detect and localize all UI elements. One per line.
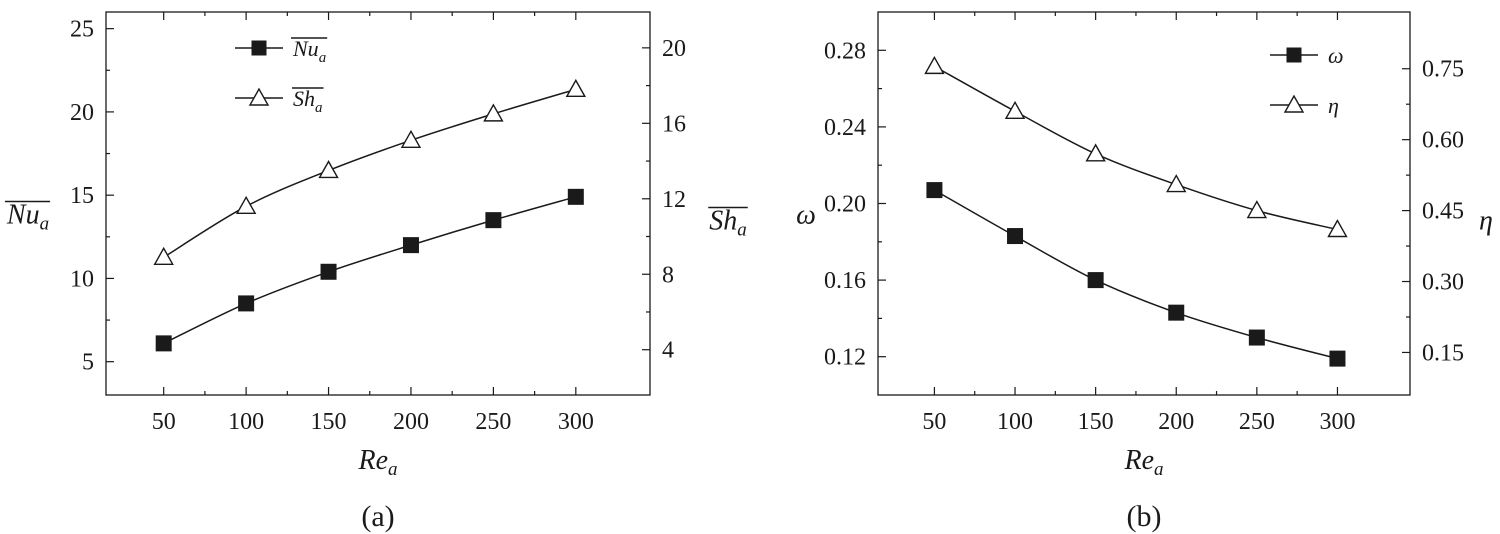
series-line-1 bbox=[934, 65, 1338, 231]
legend-marker-square bbox=[1286, 47, 1302, 63]
y-right-tick-label: 0.75 bbox=[1422, 57, 1464, 83]
data-point-triangle bbox=[483, 103, 504, 122]
data-point-square bbox=[567, 188, 584, 205]
y-left-tick-label: 15 bbox=[70, 183, 94, 209]
x-tick-label: 250 bbox=[475, 409, 511, 435]
x-tick-label: 200 bbox=[393, 409, 429, 435]
data-point-square bbox=[1248, 329, 1265, 346]
data-point-square bbox=[238, 295, 255, 312]
y-right-tick-label: 12 bbox=[662, 187, 686, 213]
y-left-tick-label: 0.28 bbox=[824, 38, 866, 64]
y-left-tick-label: 20 bbox=[70, 100, 94, 126]
x-axis-label: Rea bbox=[1123, 445, 1163, 480]
legend-marker-triangle bbox=[1283, 94, 1305, 113]
y-right-tick-label: 0.45 bbox=[1422, 199, 1464, 225]
data-point-triangle bbox=[924, 55, 945, 75]
chart-panel-b: 50 100 150 200 250 300 0.12 0.16 0.20 0.24 0.28 0.1… bbox=[796, 11, 1493, 533]
data-point-square bbox=[1329, 350, 1346, 367]
x-tick-label: 250 bbox=[1239, 409, 1275, 435]
y-right-tick-label: 16 bbox=[662, 111, 686, 137]
data-point-triangle bbox=[565, 78, 587, 98]
series-line-0 bbox=[163, 196, 577, 345]
data-point-square bbox=[155, 335, 172, 352]
y-right-tick-label: 0.60 bbox=[1422, 128, 1464, 154]
x-tick-label: 100 bbox=[997, 409, 1033, 435]
y-left-axis-label: Nua bbox=[6, 200, 49, 235]
y-right-axis-label: Sha bbox=[709, 206, 747, 241]
x-tick-label: 200 bbox=[1158, 409, 1194, 435]
x-tick-label: 150 bbox=[311, 409, 347, 435]
data-point-triangle bbox=[1166, 174, 1187, 193]
data-point-square bbox=[485, 212, 502, 229]
y-left-tick-label: 0.20 bbox=[824, 192, 866, 218]
legend-marker-square bbox=[251, 40, 267, 56]
legend-label: η bbox=[1328, 93, 1339, 118]
y-right-tick-label: 0.30 bbox=[1422, 270, 1464, 296]
y-left-axis-label: ω bbox=[796, 200, 816, 231]
legend-marker-triangle bbox=[248, 87, 270, 106]
y-right-axis-label: η bbox=[1479, 206, 1493, 237]
data-point-triangle bbox=[153, 246, 174, 265]
legend-label: Nua bbox=[292, 36, 326, 66]
data-point-square bbox=[1168, 304, 1185, 321]
data-point-triangle bbox=[400, 129, 422, 148]
y-left-tick-label: 10 bbox=[70, 266, 94, 292]
y-left-tick-label: 0.16 bbox=[824, 268, 866, 294]
data-point-square bbox=[1007, 228, 1024, 245]
x-tick-label: 300 bbox=[1319, 409, 1355, 435]
panel-label: (a) bbox=[361, 500, 394, 533]
data-point-triangle bbox=[1327, 219, 1348, 238]
plot-frame bbox=[105, 11, 651, 396]
data-point-triangle bbox=[318, 160, 339, 179]
data-point-square bbox=[1087, 272, 1104, 289]
y-right-tick-label: 4 bbox=[662, 338, 674, 364]
x-tick-label: 50 bbox=[922, 409, 946, 435]
panel-label: (b) bbox=[1127, 500, 1162, 533]
y-left-tick-label: 25 bbox=[70, 17, 94, 43]
y-right-tick-label: 0.15 bbox=[1422, 340, 1464, 366]
legend-label: Sha bbox=[293, 86, 323, 116]
data-point-square bbox=[926, 182, 943, 199]
chart-panel-a: 50 100 150 200 250 300 5 10 15 20 25 4 8 12 16 20 Rea Nua… bbox=[4, 11, 748, 533]
y-left-tick-label: 0.12 bbox=[824, 345, 866, 371]
series-line-1 bbox=[163, 88, 577, 258]
data-point-square bbox=[402, 237, 419, 254]
series-line-0 bbox=[934, 189, 1338, 360]
x-tick-label: 150 bbox=[1078, 409, 1114, 435]
data-point-square bbox=[320, 263, 337, 280]
x-tick-label: 300 bbox=[558, 409, 594, 435]
data-point-triangle bbox=[235, 195, 257, 215]
y-left-tick-label: 5 bbox=[82, 350, 94, 376]
y-right-tick-label: 20 bbox=[662, 36, 686, 62]
x-tick-label: 50 bbox=[152, 409, 176, 435]
y-left-tick-label: 0.24 bbox=[824, 115, 866, 141]
data-point-triangle bbox=[1085, 143, 1106, 162]
data-point-triangle bbox=[1246, 200, 1268, 219]
y-right-tick-label: 8 bbox=[662, 262, 674, 288]
data-point-triangle bbox=[1004, 100, 1026, 119]
x-tick-label: 100 bbox=[228, 409, 264, 435]
x-axis-label: Rea bbox=[357, 445, 397, 480]
legend-label: ω bbox=[1328, 43, 1344, 68]
